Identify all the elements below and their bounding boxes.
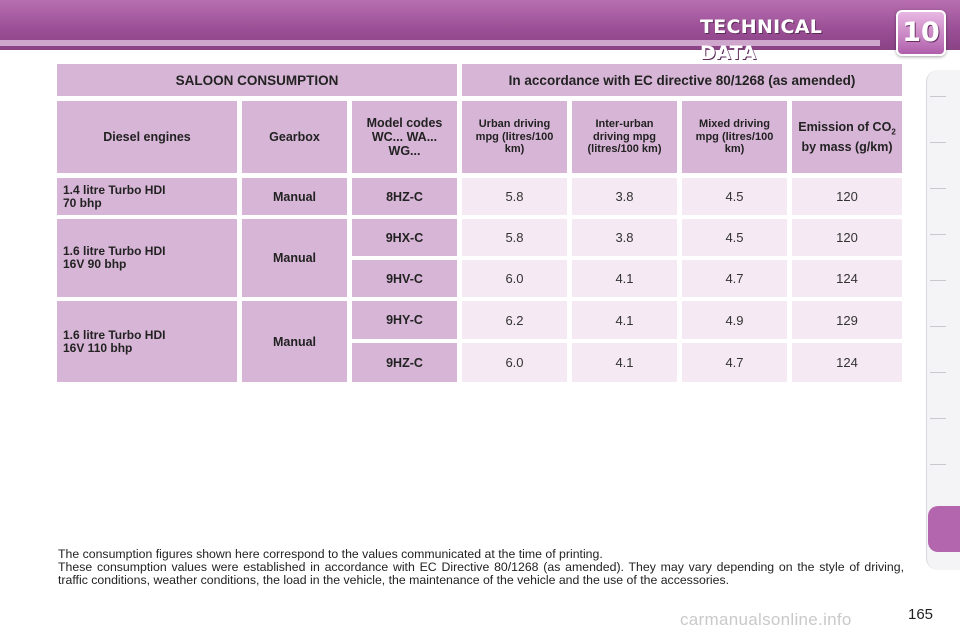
- gearbox-cell: Manual: [242, 301, 347, 382]
- mixed-value: 4.7: [682, 343, 787, 382]
- emission-label: Emission of CO2 by mass (g/km): [798, 120, 896, 154]
- column-header-mixed: Mixed driving mpg (litres/100 km): [682, 101, 787, 173]
- engine-cell: 1.6 litre Turbo HDI 16V 110 bhp: [57, 301, 237, 382]
- inter-urban-value: 3.8: [572, 219, 677, 256]
- model-code-cell: 9HY-C: [352, 301, 457, 339]
- tab-divider: [930, 142, 946, 143]
- engine-cell: 1.4 litre Turbo HDI 70 bhp: [57, 178, 237, 215]
- engine-cell: 1.6 litre Turbo HDI 16V 90 bhp: [57, 219, 237, 297]
- co2-value: 124: [792, 260, 902, 297]
- inter-urban-value: 4.1: [572, 343, 677, 382]
- mixed-value: 4.7: [682, 260, 787, 297]
- column-header-inter-urban: Inter-urban driving mpg (litres/100 km): [572, 101, 677, 173]
- co2-value: 120: [792, 219, 902, 256]
- note-line-2: These consumption values were establishe…: [58, 560, 904, 588]
- chapter-badge: 10: [896, 10, 946, 56]
- page-title: TECHNICAL DATA: [700, 16, 823, 64]
- tab-divider: [930, 326, 946, 327]
- tab-divider: [930, 96, 946, 97]
- column-header-gearbox: Gearbox: [242, 101, 347, 173]
- tab-divider: [930, 418, 946, 419]
- tab-divider: [930, 234, 946, 235]
- model-code-cell: 9HX-C: [352, 219, 457, 256]
- urban-value: 6.0: [462, 343, 567, 382]
- chapter-tabs: [926, 70, 960, 570]
- column-header-engine: Diesel engines: [57, 101, 237, 173]
- urban-value: 6.2: [462, 301, 567, 339]
- note-line-1: The consumption figures shown here corre…: [58, 547, 603, 561]
- urban-value: 6.0: [462, 260, 567, 297]
- tab-divider: [930, 188, 946, 189]
- gearbox-cell: Manual: [242, 219, 347, 297]
- model-code-cell: 9HV-C: [352, 260, 457, 297]
- consumption-note: The consumption figures shown here corre…: [58, 547, 904, 588]
- urban-value: 5.8: [462, 178, 567, 215]
- co2-value: 129: [792, 301, 902, 339]
- mixed-value: 4.9: [682, 301, 787, 339]
- co2-value: 120: [792, 178, 902, 215]
- co2-value: 124: [792, 343, 902, 382]
- page-number: 165: [908, 606, 934, 623]
- column-header-urban: Urban driving mpg (litres/100 km): [462, 101, 567, 173]
- mixed-value: 4.5: [682, 219, 787, 256]
- watermark: carmanualsonline.info: [680, 610, 852, 629]
- model-code-cell: 9HZ-C: [352, 343, 457, 382]
- chapter-tab-active[interactable]: [928, 506, 960, 552]
- header-strip: [0, 40, 880, 46]
- tab-divider: [930, 280, 946, 281]
- column-header-emission: Emission of CO2 by mass (g/km): [792, 101, 902, 173]
- inter-urban-value: 3.8: [572, 178, 677, 215]
- tab-divider: [930, 372, 946, 373]
- model-code-cell: 8HZ-C: [352, 178, 457, 215]
- table-directive: In accordance with EC directive 80/1268 …: [462, 64, 902, 96]
- urban-value: 5.8: [462, 219, 567, 256]
- inter-urban-value: 4.1: [572, 260, 677, 297]
- column-header-model-codes: Model codes WC... WA... WG...: [352, 101, 457, 173]
- mixed-value: 4.5: [682, 178, 787, 215]
- table-title: SALOON CONSUMPTION: [57, 64, 457, 96]
- tab-divider: [930, 464, 946, 465]
- gearbox-cell: Manual: [242, 178, 347, 215]
- inter-urban-value: 4.1: [572, 301, 677, 339]
